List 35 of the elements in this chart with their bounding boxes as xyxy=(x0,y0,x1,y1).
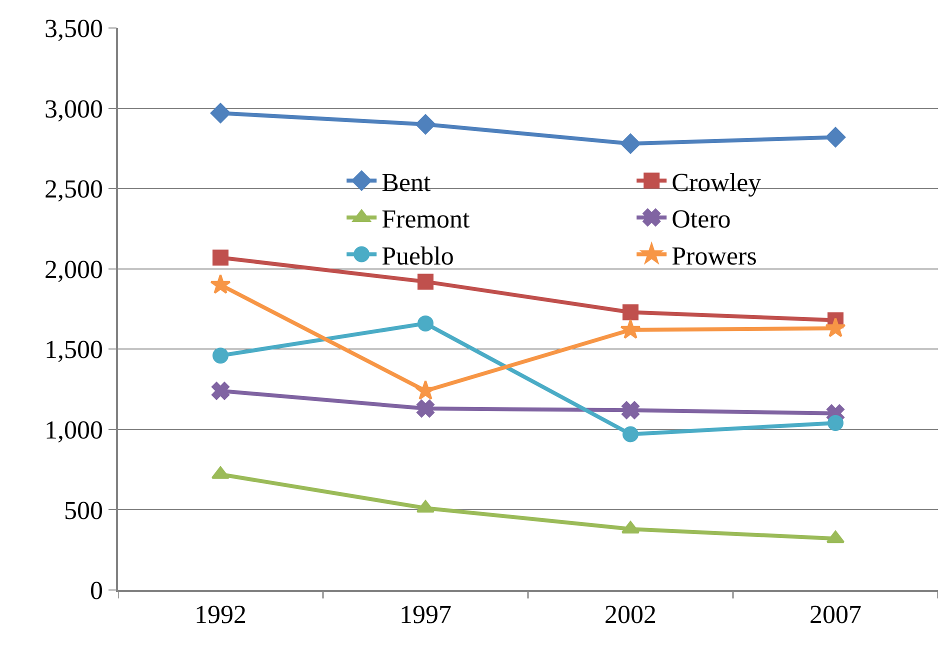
point xyxy=(622,401,640,420)
y-tick-label: 2,000 xyxy=(44,254,104,284)
point xyxy=(622,304,638,320)
point xyxy=(622,426,638,442)
y-tick-label: 3,500 xyxy=(44,14,104,44)
point xyxy=(212,250,228,266)
point xyxy=(415,114,436,134)
y-tick-label: 2,500 xyxy=(44,174,104,204)
y-tick-label: 1,500 xyxy=(44,335,104,364)
y-tick-label: 500 xyxy=(64,496,104,525)
x-tick-label: 1997 xyxy=(400,600,452,629)
point xyxy=(825,317,846,338)
point xyxy=(416,400,434,418)
point xyxy=(825,127,846,148)
y-tick-label: 3,000 xyxy=(44,94,104,124)
point xyxy=(212,348,228,364)
legend-label: Pueblo xyxy=(382,241,454,270)
x-tick-label: 2007 xyxy=(810,600,862,629)
legend-label: Prowers xyxy=(672,241,757,270)
legend-label: Fremont xyxy=(382,204,470,234)
x-tick-label: 2002 xyxy=(604,600,656,629)
y-tick-label: 0 xyxy=(90,576,104,606)
point xyxy=(418,315,434,332)
point xyxy=(620,134,641,154)
point xyxy=(418,274,434,290)
point xyxy=(828,415,844,432)
legend-label: Crowley xyxy=(672,168,762,197)
x-tick-label: 1992 xyxy=(194,600,246,629)
point xyxy=(620,319,641,339)
point xyxy=(210,274,231,294)
point xyxy=(210,103,231,124)
legend-label: Bent xyxy=(382,168,432,197)
point xyxy=(212,382,230,400)
legend-label: Otero xyxy=(672,204,731,234)
y-tick-label: 1,000 xyxy=(44,416,104,445)
